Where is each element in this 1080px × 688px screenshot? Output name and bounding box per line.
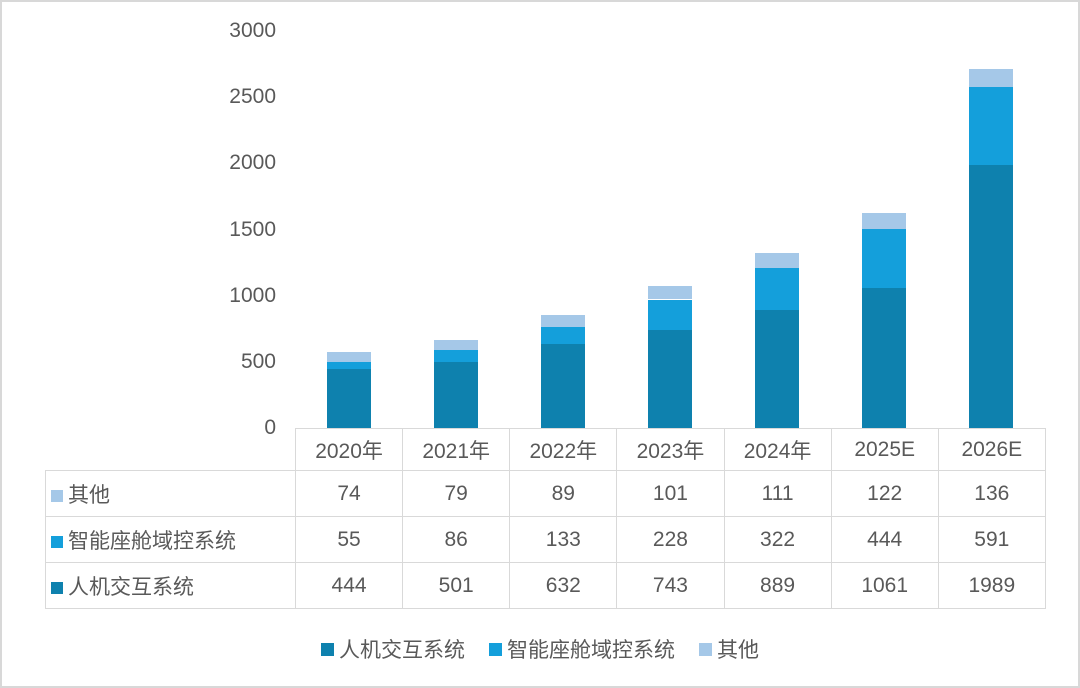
y-axis-tick-label: 2000 [229,151,276,175]
table-header-year: 2025E [830,428,939,471]
legend: 人机交互系统 智能座舱域控系统 其他 [2,634,1078,664]
bar-segment-c5-s2 [862,212,907,229]
bar-segment-c3-s2 [648,286,692,300]
table-row: 智能座舱域控系统 55 86 133 228 322 444 591 [45,516,1046,563]
bar-segment-c5-s1 [862,228,907,288]
bar-segment-c3-s1 [648,299,692,330]
y-axis-tick-label: 1000 [229,283,276,307]
table-header-year: 2021年 [402,428,511,471]
bar-segment-c6-s1 [969,86,1014,165]
table-header-year: 2022年 [509,428,618,471]
table-header-year: 2024年 [723,428,832,471]
table-row: 人机交互系统 444 501 632 743 889 1061 1989 [45,562,1046,609]
table-header-year: 2023年 [616,428,725,471]
bar-segment-c4-s2 [755,253,800,268]
table-cell: 632 [509,562,618,609]
table-row-label: 智能座舱域控系统 [45,516,296,563]
bar-segment-c6-s2 [969,68,1014,87]
series-swatch-icon [51,581,63,594]
table-cell: 1989 [937,562,1046,609]
bar-segment-c0-s0 [326,369,371,428]
table-row-label-text: 其他 [68,483,110,507]
bar-segment-c2-s2 [540,315,585,327]
table-row-label: 其他 [45,470,296,517]
bar-segment-c6-s0 [969,164,1014,428]
y-axis-tick-label: 2500 [229,85,276,109]
table-cell: 133 [509,516,618,563]
y-axis-tick-label: 1500 [229,217,276,241]
table-cell: 444 [294,562,404,609]
bar-segment-c5-s0 [862,287,907,428]
y-axis-tick-label: 0 [264,416,276,439]
table-header-year: 2020年 [294,428,404,471]
data-table-container: 2020年 2021年 2022年 2023年 2024年 2025E 2026E 其他 74 7… [45,428,1046,609]
bar-segment-c2-s0 [540,344,585,428]
table-cell: 86 [402,516,511,563]
legend-label: 人机交互系统 [339,639,465,662]
table-cell: 89 [509,470,618,517]
table-cell: 228 [616,516,725,563]
bar-segment-c1-s2 [433,339,478,351]
series-swatch-icon [51,535,63,548]
table-corner-cell [46,429,296,471]
legend-item: 其他 [699,634,759,664]
series-swatch-icon [51,489,63,502]
legend-label: 智能座舱域控系统 [507,639,675,662]
table-cell: 743 [616,562,725,609]
bar-segment-c4-s1 [755,267,800,311]
legend-swatch-icon [699,642,712,656]
data-table: 2020年 2021年 2022年 2023年 2024年 2025E 2026E 其他 74 7… [45,428,1046,609]
legend-swatch-icon [321,642,334,656]
bar-segment-c4-s0 [755,310,800,428]
table-row: 其他 74 79 89 101 111 122 136 [45,470,1046,517]
table-row-label-text: 智能座舱域控系统 [68,529,236,553]
table-cell: 122 [830,470,939,517]
table-cell: 55 [294,516,404,563]
bar-segment-c0-s1 [326,362,371,370]
table-row-label: 人机交互系统 [45,562,296,609]
legend-item: 人机交互系统 [321,634,465,664]
table-cell: 322 [723,516,832,563]
bar-segment-c3-s0 [648,329,692,428]
table-cell: 111 [723,470,832,517]
table-cell: 444 [830,516,939,563]
y-axis-tick-label: 3000 [229,19,276,42]
table-cell: 889 [723,562,832,609]
legend-item: 智能座舱域控系统 [489,634,675,664]
legend-swatch-icon [489,642,502,656]
table-cell: 79 [402,470,511,517]
table-cell: 101 [616,470,725,517]
table-cell: 136 [937,470,1046,517]
table-cell: 74 [294,470,404,517]
table-cell: 591 [937,516,1046,563]
table-header-year: 2026E [937,428,1046,471]
bar-segment-c2-s1 [540,326,585,345]
bar-segment-c1-s1 [433,350,478,362]
y-axis-tick-label: 500 [240,349,276,373]
legend-label: 其他 [717,639,759,662]
bar-segment-c1-s0 [433,361,478,428]
y-axis: 0 500 1000 1500 2000 2500 3000 [2,2,276,686]
bar-segment-c0-s2 [326,352,371,362]
table-cell: 1061 [830,562,939,609]
table-row-label-text: 人机交互系统 [68,575,194,599]
table-cell: 501 [402,562,511,609]
